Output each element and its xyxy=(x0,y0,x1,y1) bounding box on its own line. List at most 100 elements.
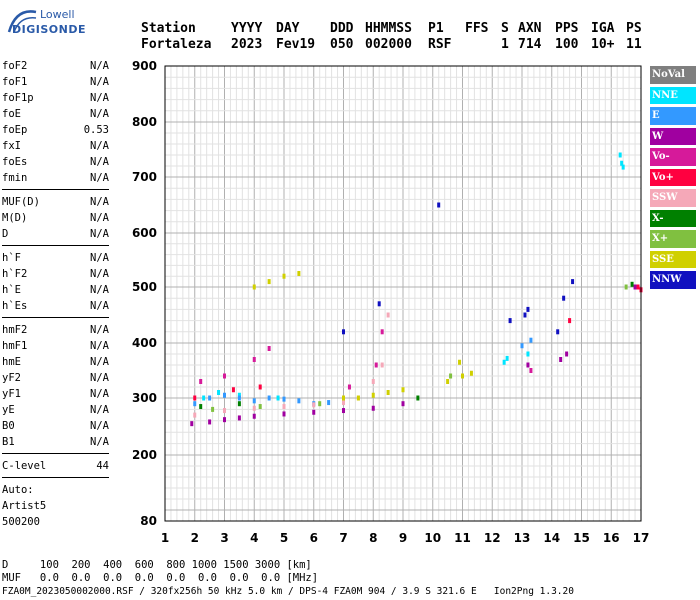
parameter-list: foF2 N/A foF1 N/A foF1p N/A foE N/A foEp 0.53… xyxy=(2,58,109,530)
param-value: N/A xyxy=(90,76,109,88)
x-tick-label: 14 xyxy=(543,531,560,545)
param-name: fxI xyxy=(2,140,21,152)
echo-point-e xyxy=(237,395,241,401)
header-label-ffs: FFS xyxy=(465,21,489,36)
param-name: foF1 xyxy=(2,76,28,88)
param-name: D xyxy=(2,228,9,240)
digisonde-logo: Lowell DIGISONDE xyxy=(6,6,126,40)
echo-point-sse xyxy=(282,273,286,279)
param-row: C-level 44 xyxy=(2,458,109,474)
header-value-axn: 714 xyxy=(518,37,542,52)
logo-arc-icon xyxy=(7,10,37,33)
echo-point-e xyxy=(529,337,533,343)
echo-point-nnw xyxy=(556,329,560,335)
param-name: M(D) xyxy=(2,212,28,224)
echo-point-nnw xyxy=(526,306,530,312)
echo-point-w xyxy=(633,284,637,290)
param-value: N/A xyxy=(90,340,109,352)
param-value: N/A xyxy=(90,228,109,240)
header-label-p1: P1 xyxy=(428,21,444,36)
param-value: N/A xyxy=(90,108,109,120)
echo-point-e xyxy=(267,395,271,401)
header-value-station: Fortaleza xyxy=(141,37,212,52)
param-row: h`Es N/A xyxy=(2,298,109,314)
echo-point-vo- xyxy=(231,387,235,393)
echo-point-nnw xyxy=(437,202,441,208)
param-value: N/A xyxy=(90,420,109,432)
param-value: N/A xyxy=(90,436,109,448)
auto-label: Auto: xyxy=(2,484,34,496)
echo-point-nnw xyxy=(571,279,575,285)
x-axis-ticks: 1 2 3 4 5 6 7 8 9 10 11 12 13 14 15 16 17 xyxy=(161,531,650,545)
param-name: B0 xyxy=(2,420,15,432)
echo-point-nne xyxy=(237,392,241,398)
param-value: N/A xyxy=(90,60,109,72)
divider xyxy=(2,477,109,478)
echo-point-w xyxy=(342,408,345,414)
echo-point-vo- xyxy=(193,395,197,401)
header-label-ddd: DDD xyxy=(330,21,354,36)
divider xyxy=(2,453,109,454)
param-row: MUF(D) N/A xyxy=(2,194,109,210)
param-value: 44 xyxy=(96,460,109,472)
param-name: foEs xyxy=(2,156,28,168)
param-value: N/A xyxy=(90,212,109,224)
y-tick-label: 800 xyxy=(132,115,157,129)
param-value: N/A xyxy=(90,156,109,168)
param-row: hmE N/A xyxy=(2,354,109,370)
echo-point-e xyxy=(297,398,301,404)
echo-point-ssw xyxy=(312,402,316,408)
param-value: N/A xyxy=(90,172,109,184)
echo-point-sse xyxy=(371,392,375,398)
header-label-pps: PPS xyxy=(555,21,579,36)
echo-point-x- xyxy=(318,401,322,407)
echo-point-ssw xyxy=(282,404,286,410)
x-tick-label: 2 xyxy=(191,531,199,545)
echo-point-x- xyxy=(449,373,453,379)
echo-point-nne xyxy=(217,390,221,395)
auto-line: 500200 xyxy=(2,514,109,530)
param-row: foEp 0.53 xyxy=(2,122,109,138)
echo-point-w xyxy=(208,419,212,425)
echo-point-x- xyxy=(199,404,203,410)
y-tick-label: 500 xyxy=(132,280,157,294)
echo-point-nne xyxy=(526,351,530,357)
legend-item-ssw: SSW xyxy=(650,189,696,207)
param-value: N/A xyxy=(90,252,109,264)
legend-item-nnw: NNW xyxy=(650,271,696,289)
echo-point-nne xyxy=(202,395,206,401)
legend-item-x-: X+ xyxy=(650,230,696,248)
param-name: h`F2 xyxy=(2,268,28,280)
echo-point-sse xyxy=(342,395,345,401)
echo-point-vo- xyxy=(529,368,533,373)
echo-point-vo- xyxy=(380,329,384,335)
y-axis-ticks: 80 200 300 400 500 600 700 800 900 xyxy=(132,59,157,528)
echo-point-sse xyxy=(469,370,473,376)
header-label-iga: IGA xyxy=(591,21,615,36)
echo-point-sse xyxy=(267,279,271,285)
y-tick-label: 80 xyxy=(140,514,157,528)
echo-point-w xyxy=(526,362,530,368)
param-name: foF2 xyxy=(2,60,28,72)
param-value: N/A xyxy=(90,372,109,384)
x-tick-label: 7 xyxy=(339,531,347,545)
x-tick-label: 6 xyxy=(310,531,318,545)
chart-grid xyxy=(164,65,642,522)
param-value: N/A xyxy=(90,196,109,208)
echo-point-nnw xyxy=(342,329,345,335)
echo-point-vo- xyxy=(223,373,226,379)
auto-artist: Artist5 xyxy=(2,500,47,512)
header-value-pps: 100 xyxy=(555,37,579,52)
x-tick-label: 3 xyxy=(220,531,228,545)
param-name: h`F xyxy=(2,252,21,264)
param-row: M(D) N/A xyxy=(2,210,109,226)
echo-point-vo- xyxy=(267,346,271,351)
param-name: B1 xyxy=(2,436,15,448)
echo-point-vo- xyxy=(347,384,351,390)
echo-point-e xyxy=(327,400,331,406)
y-tick-label: 200 xyxy=(132,448,157,462)
logo-text-digisonde: DIGISONDE xyxy=(12,23,86,36)
echo-point-x- xyxy=(211,406,215,412)
param-name: yF1 xyxy=(2,388,21,400)
echo-point-e xyxy=(520,343,524,349)
